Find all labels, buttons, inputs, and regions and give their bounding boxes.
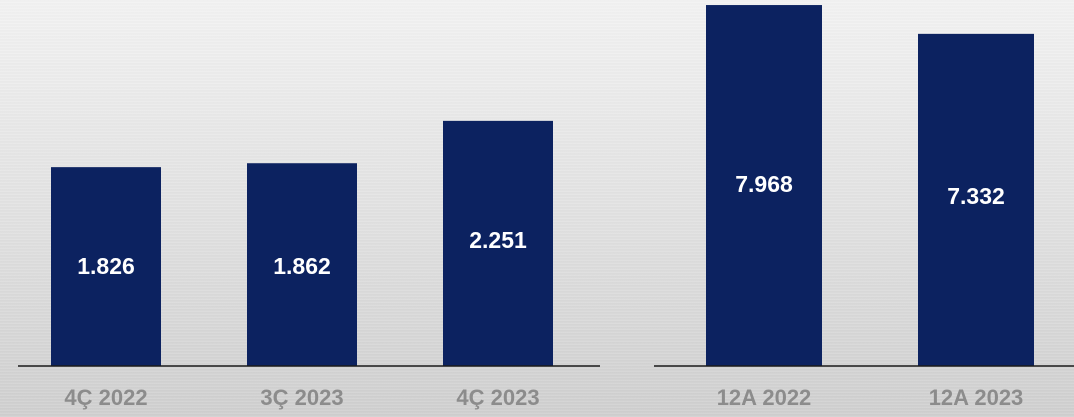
data-label: 1.862 bbox=[273, 253, 331, 279]
bar bbox=[247, 163, 357, 366]
bar bbox=[443, 120, 553, 367]
bar bbox=[918, 33, 1034, 366]
x-tick-label: 3Ç 2023 bbox=[260, 385, 343, 410]
x-tick-label: 4Ç 2022 bbox=[64, 385, 147, 410]
data-label: 1.826 bbox=[77, 253, 135, 279]
x-tick-label: 12A 2023 bbox=[929, 385, 1024, 410]
bar bbox=[706, 5, 822, 367]
bar bbox=[51, 167, 161, 366]
data-label: 2.251 bbox=[469, 227, 527, 253]
quarterly-chart: 1.826 4Ç 2022 1.862 3Ç 2023 2.251 4Ç 2023 bbox=[18, 120, 600, 410]
data-label: 7.332 bbox=[947, 183, 1005, 209]
annual-chart: 7.968 12A 2022 7.332 12A 2023 bbox=[654, 5, 1074, 410]
data-label: 7.968 bbox=[735, 171, 793, 197]
x-tick-label: 4Ç 2023 bbox=[456, 385, 539, 410]
x-tick-label: 12A 2022 bbox=[717, 385, 812, 410]
